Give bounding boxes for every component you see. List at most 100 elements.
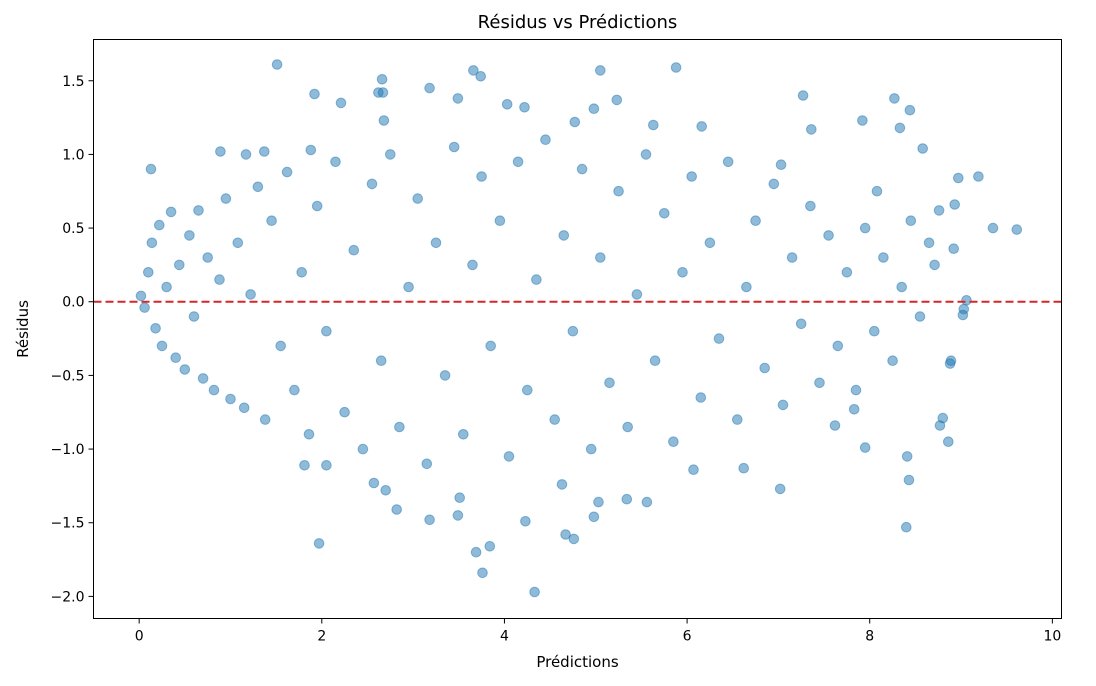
scatter-point xyxy=(894,122,906,134)
scatter-point xyxy=(430,237,442,249)
scatter-point xyxy=(202,252,213,263)
scatter-point xyxy=(859,222,871,234)
scatter-point xyxy=(519,102,530,113)
scatter-point xyxy=(232,237,244,249)
plot-frame xyxy=(93,39,1062,619)
scatter-point xyxy=(484,541,496,552)
scatter-point xyxy=(377,87,389,98)
scatter-point xyxy=(917,143,929,154)
scatter-point xyxy=(439,370,451,381)
scatter-point xyxy=(179,364,191,375)
scatter-point xyxy=(857,115,868,126)
scatter-point xyxy=(252,181,264,193)
scatter-point xyxy=(648,119,659,131)
scatter-point xyxy=(238,402,250,414)
scatter-point xyxy=(806,124,817,135)
scatter-point xyxy=(380,485,392,496)
scatter-point xyxy=(775,159,787,170)
scatter-point xyxy=(470,546,482,558)
scatter-point xyxy=(259,146,270,157)
scatter-point xyxy=(424,82,435,94)
scatter-point xyxy=(832,340,844,352)
scatter-point xyxy=(797,90,809,101)
scatter-point xyxy=(193,205,204,216)
scatter-point xyxy=(595,65,606,76)
scatter-point xyxy=(887,355,898,367)
scatter-point xyxy=(375,355,387,367)
scatter-point xyxy=(914,311,926,322)
scatter-point xyxy=(309,88,320,100)
scatter-point xyxy=(188,311,200,322)
scatter-point xyxy=(145,163,157,175)
scatter-point xyxy=(961,295,972,306)
scatter-point xyxy=(448,141,460,153)
scatter-point xyxy=(558,230,570,241)
scatter-point xyxy=(805,200,816,212)
scatter-point xyxy=(215,146,226,157)
scatter-point xyxy=(330,156,341,168)
scatter-point xyxy=(777,399,789,411)
scatter-point xyxy=(905,215,917,226)
scatter-point xyxy=(943,436,954,448)
scatter-point xyxy=(670,62,682,73)
scatter-point xyxy=(378,115,390,126)
points-layer xyxy=(135,59,1023,598)
scatter-point xyxy=(604,377,615,389)
scatter-point xyxy=(477,567,488,579)
scatter-point xyxy=(289,384,300,396)
y-tick-label: 0.0 xyxy=(62,295,84,311)
scatter-point xyxy=(266,215,277,226)
scatter-point xyxy=(281,166,293,178)
x-tick-label: 0 xyxy=(135,629,144,645)
scatter-point xyxy=(949,199,961,210)
scatter-point xyxy=(335,97,347,109)
scatter-point xyxy=(848,404,860,415)
scatter-point xyxy=(567,325,579,337)
scatter-point xyxy=(321,325,332,337)
scatter-point xyxy=(588,103,600,114)
scatter-point xyxy=(889,93,900,104)
scatter-point xyxy=(522,384,533,396)
scatter-point xyxy=(394,421,405,433)
scatter-point xyxy=(540,134,551,145)
scatter-point xyxy=(313,538,325,549)
scatter-point xyxy=(823,230,834,241)
scatter-point xyxy=(348,244,360,256)
scatter-point xyxy=(688,464,699,476)
scatter-point xyxy=(560,529,571,540)
scatter-point xyxy=(987,222,999,234)
scatter-point xyxy=(259,414,271,425)
scatter-point xyxy=(759,362,771,374)
scatter-point xyxy=(859,442,871,453)
scatter-point xyxy=(595,252,606,263)
y-tick-label: 0.5 xyxy=(62,221,84,237)
scatter-point xyxy=(641,496,653,508)
scatter-point xyxy=(225,393,236,405)
scatter-point xyxy=(953,172,964,184)
scatter-point xyxy=(299,460,310,471)
scatter-point xyxy=(452,93,464,104)
scatter-point xyxy=(475,71,487,82)
scatter-point xyxy=(357,443,369,455)
x-tick-label: 8 xyxy=(865,629,874,645)
scatter-point xyxy=(485,340,497,352)
x-tick-label: 6 xyxy=(683,629,692,645)
scatter-point xyxy=(937,412,949,424)
scatter-point xyxy=(923,237,935,249)
scatter-point xyxy=(156,340,168,352)
scatter-point xyxy=(174,259,185,271)
scatter-point xyxy=(774,483,786,495)
scatter-point xyxy=(424,514,435,526)
scatter-point xyxy=(611,94,623,106)
scatter-point xyxy=(454,492,466,504)
scatter-point xyxy=(311,200,323,212)
scatter-point xyxy=(531,274,542,285)
chart-title: Résidus vs Prédictions xyxy=(478,12,678,33)
scatter-point xyxy=(768,178,780,190)
scatter-point xyxy=(161,281,172,293)
scatter-point xyxy=(659,208,670,219)
scatter-point xyxy=(738,462,750,474)
scatter-point xyxy=(631,289,643,300)
